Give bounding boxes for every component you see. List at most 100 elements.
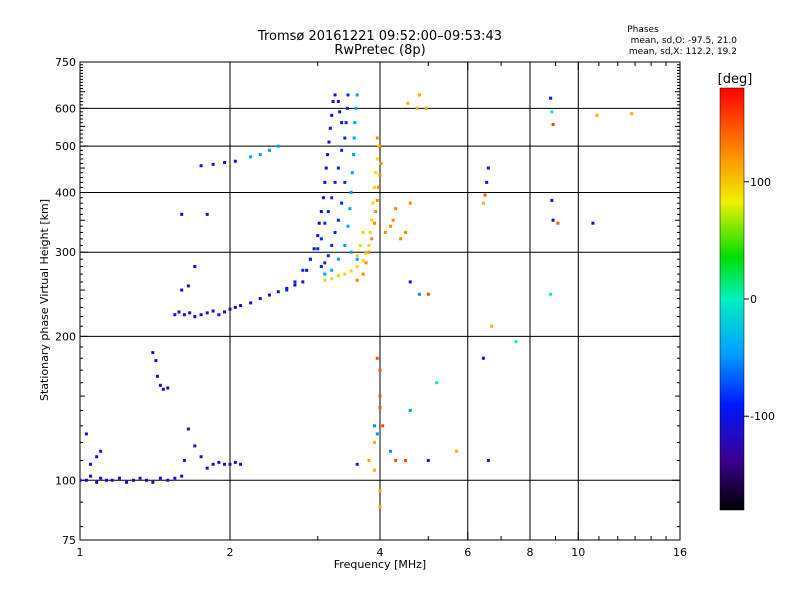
data-point: [375, 356, 379, 360]
data-point: [370, 237, 374, 241]
data-point: [389, 449, 393, 453]
data-point: [375, 136, 379, 140]
data-point: [324, 166, 328, 170]
data-point: [312, 247, 316, 251]
data-point: [490, 324, 494, 328]
data-point: [361, 272, 365, 276]
axis-ticks: 1 2 4 6 8 10 16 75 100 200 300 400 500 600 750: [55, 56, 687, 559]
data-point: [346, 224, 350, 228]
colorbar-tick-label: -100: [750, 410, 775, 423]
x-tick-label: 10: [571, 546, 585, 559]
colorbar-label: [deg]: [718, 72, 753, 87]
data-point: [383, 230, 387, 234]
data-point: [110, 478, 114, 482]
data-point: [354, 106, 358, 110]
data-point: [481, 356, 485, 360]
data-point: [117, 476, 121, 480]
data-point: [186, 427, 190, 431]
data-point: [239, 462, 243, 466]
data-point: [551, 218, 555, 222]
data-point: [591, 221, 595, 225]
data-point: [373, 440, 377, 444]
data-point: [549, 96, 553, 100]
data-point: [367, 458, 371, 462]
data-point: [336, 100, 340, 104]
data-point: [99, 449, 103, 453]
data-point: [426, 292, 430, 296]
data-point: [326, 210, 330, 214]
data-point: [343, 272, 347, 276]
data-point: [186, 284, 190, 288]
data-point: [233, 305, 237, 309]
data-point: [95, 455, 99, 459]
data-point: [180, 212, 184, 216]
data-point: [223, 310, 227, 314]
data-point: [319, 265, 323, 269]
legend-title: Phases: [627, 25, 659, 35]
data-point: [193, 444, 197, 448]
data-point: [343, 243, 347, 247]
data-point: [403, 458, 407, 462]
data-point: [321, 196, 325, 200]
data-point: [389, 224, 393, 228]
data-point: [205, 311, 209, 315]
data-point: [373, 221, 377, 225]
data-point: [556, 221, 560, 225]
data-point: [378, 394, 382, 398]
data-point: [155, 374, 159, 378]
data-point: [80, 478, 82, 482]
data-point: [333, 93, 337, 97]
data-point: [375, 157, 379, 161]
data-point: [343, 180, 347, 184]
data-point: [391, 218, 395, 222]
chart-subtitle: RwPretec (8p): [334, 43, 425, 58]
data-point: [180, 288, 184, 292]
data-point: [211, 462, 215, 466]
data-point: [394, 458, 398, 462]
data-point: [378, 505, 382, 509]
data-point: [319, 210, 323, 214]
colorbar-ticks: 100 0 -100: [744, 176, 775, 423]
y-tick-label: 75: [62, 534, 76, 547]
data-point: [323, 221, 327, 225]
data-point: [344, 121, 348, 125]
legend-line-x: mean, sd,X: 112.2, 19.2: [629, 47, 737, 57]
data-point: [327, 140, 331, 144]
chart-title: Tromsø 20161221 09:52:00–09:53:43: [257, 29, 502, 44]
data-point: [131, 478, 135, 482]
data-point: [373, 185, 377, 189]
data-point: [145, 478, 149, 482]
data-point: [371, 201, 375, 205]
data-point: [84, 432, 88, 436]
x-tick-label: 16: [673, 546, 687, 559]
data-point: [331, 100, 335, 104]
data-point: [355, 462, 359, 466]
data-point: [378, 144, 382, 148]
data-point: [340, 121, 344, 125]
data-point: [316, 234, 320, 238]
data-point: [346, 93, 350, 97]
data-point: [373, 424, 377, 428]
data-point: [352, 153, 356, 157]
data-point: [326, 153, 330, 157]
data-point: [374, 171, 378, 175]
data-point: [177, 310, 181, 314]
data-point: [293, 283, 297, 287]
data-point: [408, 280, 412, 284]
colorbar-tick-label: 100: [750, 176, 771, 189]
data-point: [301, 280, 305, 284]
data-point: [550, 198, 554, 202]
data-point: [370, 218, 374, 222]
data-point: [328, 126, 332, 130]
x-tick-label: 6: [464, 546, 471, 559]
data-point: [336, 274, 340, 278]
y-tick-label: 200: [55, 330, 76, 343]
data-point: [199, 313, 203, 317]
data-point: [375, 432, 379, 436]
y-tick-label: 500: [55, 140, 76, 153]
data-point: [95, 480, 99, 484]
data-point: [211, 162, 215, 166]
data-point: [99, 476, 103, 480]
data-point: [348, 207, 352, 211]
colorbar: [719, 87, 745, 511]
